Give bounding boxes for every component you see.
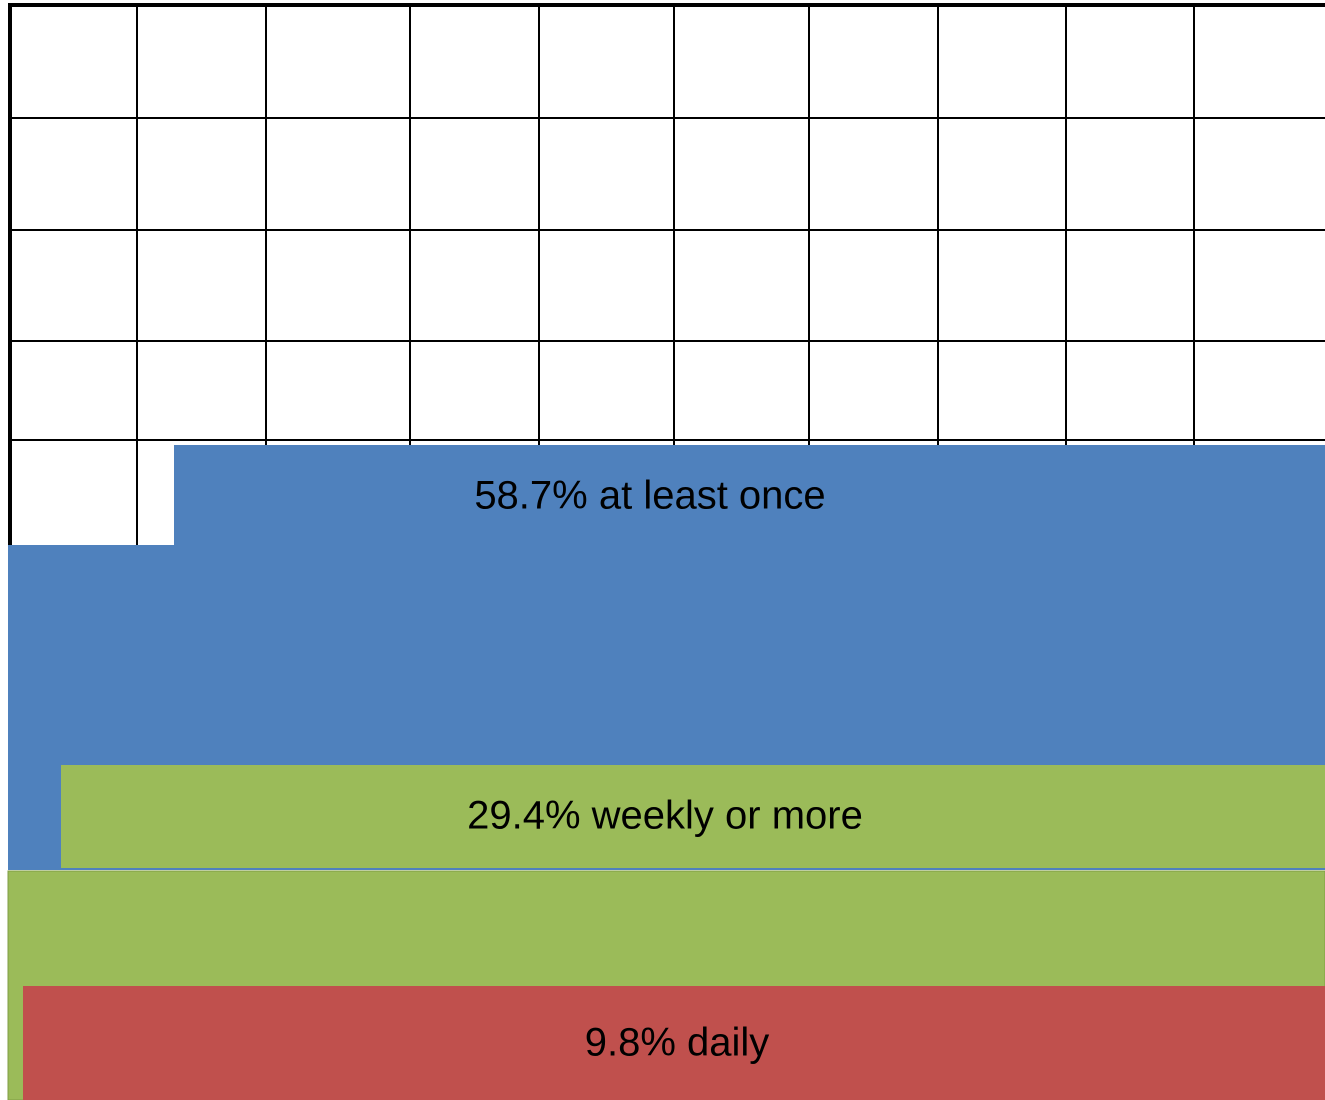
- block-label: 58.7% at least once: [474, 474, 825, 518]
- red-block: [23, 986, 1325, 1100]
- block-label: 9.8% daily: [585, 1021, 770, 1065]
- green-label-box: [61, 765, 1325, 868]
- block-label: 29.4% weekly or more: [467, 794, 863, 838]
- grid: [8, 3, 1325, 545]
- blue-block: [8, 445, 1325, 870]
